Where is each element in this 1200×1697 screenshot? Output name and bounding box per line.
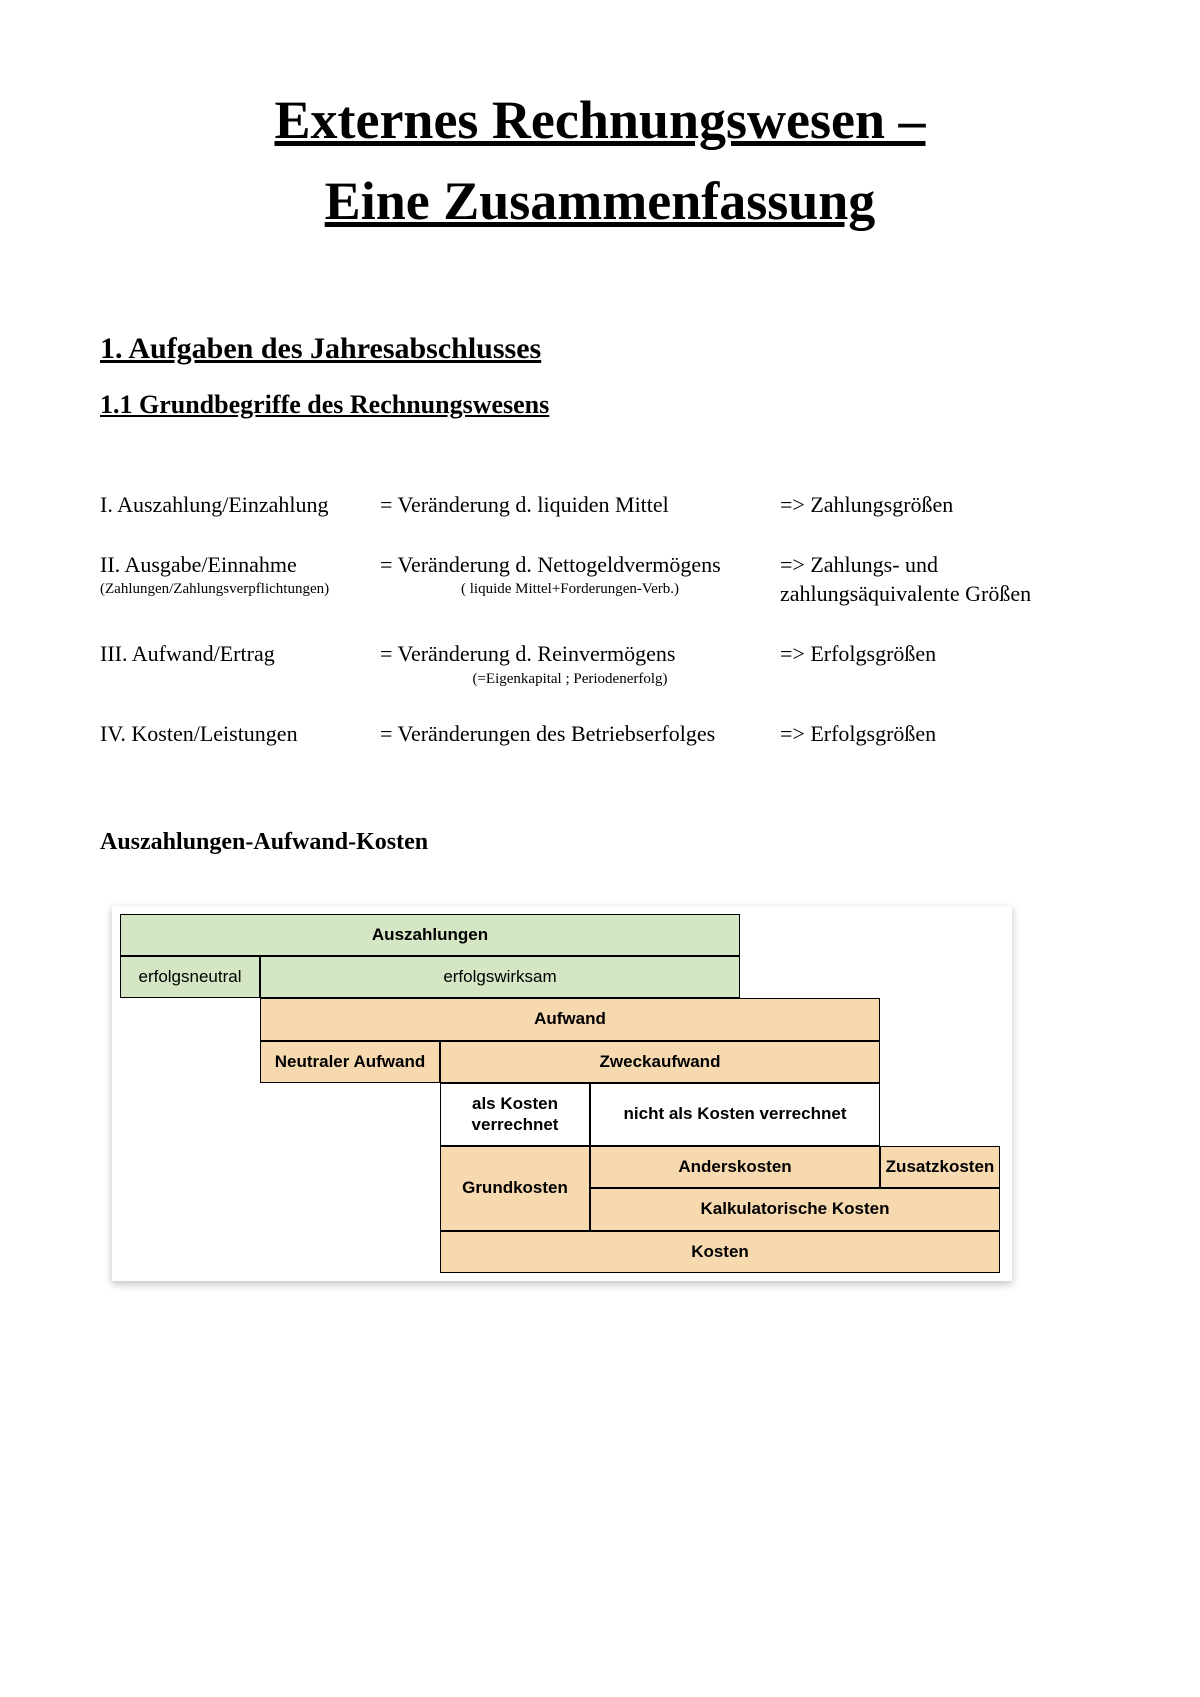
def-r2-term: II. Ausgabe/Einnahme (Zahlungen/Zahlungs… [100, 550, 360, 609]
def-r4-desc: = Veränderungen des Betriebserfolges [380, 719, 760, 749]
def-r2-desc: = Veränderung d. Nettogeldvermögens ( li… [380, 550, 760, 609]
def-r1-desc: = Veränderung d. liquiden Mittel [380, 490, 760, 520]
def-r1-term: I. Auszahlung/Einzahlung [100, 490, 360, 520]
def-r3-desc-main: = Veränderung d. Reinvermögens [380, 641, 676, 666]
def-r2-term-main: II. Ausgabe/Einnahme [100, 552, 297, 577]
cell-zweckaufwand: Zweckaufwand [440, 1041, 880, 1083]
def-r1-result: => Zahlungsgrößen [780, 490, 1040, 520]
def-r2-result: => Zahlungs- und zahlungsäquivalente Grö… [780, 550, 1040, 609]
def-r4-result: => Erfolgsgrößen [780, 719, 1040, 749]
cell-kosten: Kosten [440, 1231, 1000, 1273]
cell-zusatzkosten: Zusatzkosten [880, 1146, 1000, 1188]
diagram-heading: Auszahlungen-Aufwand-Kosten [100, 829, 1100, 856]
layer-diagram: Auszahlungen erfolgsneutral erfolgswirks… [120, 914, 1004, 1274]
def-r4-term: IV. Kosten/Leistungen [100, 719, 360, 749]
title-line-1: Externes Rechnungswesen – [274, 90, 925, 150]
cell-nicht-als-kosten: nicht als Kosten verrechnet [590, 1083, 880, 1146]
def-r3-term: III. Aufwand/Ertrag [100, 639, 360, 689]
def-r2-desc-main: = Veränderung d. Nettogeldvermögens [380, 552, 721, 577]
diagram-container: Auszahlungen erfolgsneutral erfolgswirks… [112, 906, 1012, 1282]
title-line-2: Eine Zusammenfassung [325, 171, 876, 231]
cell-kalkulatorische: Kalkulatorische Kosten [590, 1188, 1000, 1230]
cell-grundkosten: Grundkosten [440, 1146, 590, 1231]
cell-aufwand: Aufwand [260, 998, 880, 1040]
def-r2-desc-sub: ( liquide Mittel+Forderungen-Verb.) [380, 579, 760, 599]
page-title: Externes Rechnungswesen – Eine Zusammenf… [100, 80, 1100, 242]
cell-erfolgswirksam: erfolgswirksam [260, 956, 740, 998]
cell-auszahlungen: Auszahlungen [120, 914, 740, 956]
def-r2-term-sub: (Zahlungen/Zahlungsverpflichtungen) [100, 579, 360, 599]
def-r3-desc-sub: (=Eigenkapital ; Periodenerfolg) [380, 669, 760, 689]
cell-als-kosten: als Kosten verrechnet [440, 1083, 590, 1146]
cell-neutraler-aufwand: Neutraler Aufwand [260, 1041, 440, 1083]
definitions-grid: I. Auszahlung/Einzahlung = Veränderung d… [100, 490, 1100, 749]
def-r3-desc: = Veränderung d. Reinvermögens (=Eigenka… [380, 639, 760, 689]
def-r3-result: => Erfolgsgrößen [780, 639, 1040, 689]
cell-erfolgsneutral: erfolgsneutral [120, 956, 260, 998]
section-1-heading: 1. Aufgaben des Jahresabschlusses [100, 332, 1100, 366]
subsection-1-1-heading: 1.1 Grundbegriffe des Rechnungswesens [100, 390, 1100, 420]
cell-anderskosten: Anderskosten [590, 1146, 880, 1188]
